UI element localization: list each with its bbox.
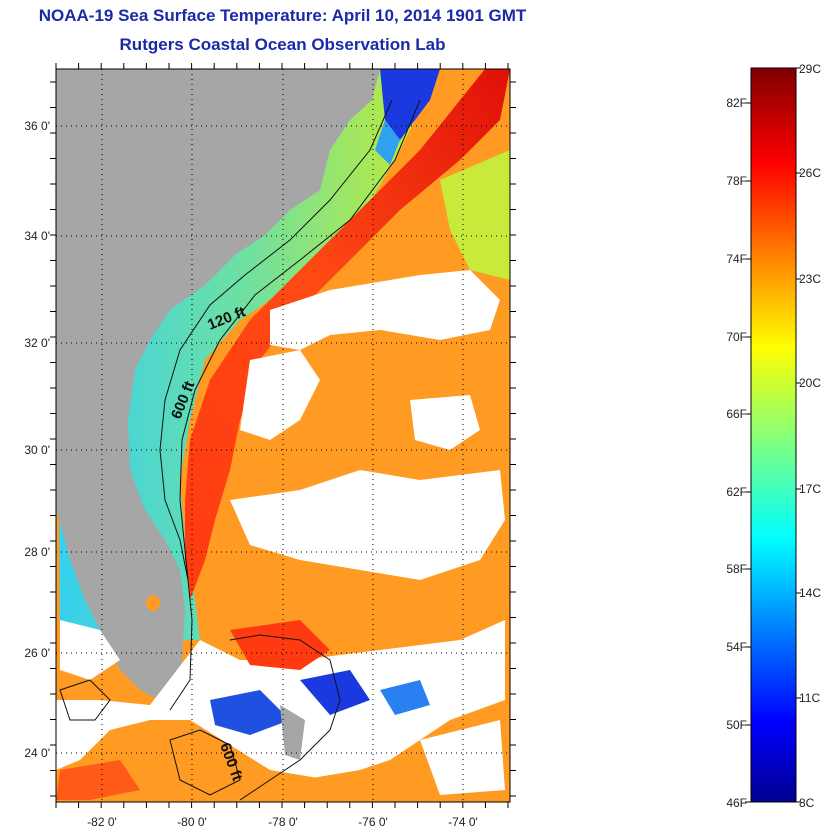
c-label-8: 8C	[799, 796, 815, 810]
cold-water-ne	[380, 69, 440, 140]
lat-label-28: 28 0'	[24, 545, 50, 559]
f-label-50: 50F	[726, 718, 747, 732]
frame-ticks	[50, 63, 516, 808]
lon-label-74: -74 0'	[448, 815, 478, 829]
f-label-66: 66F	[726, 407, 747, 421]
lon-label-76: -76 0'	[358, 815, 388, 829]
fahrenheit-labels: 82F 78F 74F 70F 66F 62F 58F 54F 50F 46F	[726, 96, 747, 810]
f-label-54: 54F	[726, 640, 747, 654]
lake	[146, 595, 160, 611]
lat-label-24: 24 0'	[24, 746, 50, 760]
lat-label-34: 34 0'	[24, 229, 50, 243]
c-label-20: 20C	[799, 376, 821, 390]
warm-patches	[56, 620, 390, 802]
f-label-82: 82F	[726, 96, 747, 110]
c-label-23: 23C	[799, 272, 821, 286]
land-mass	[56, 69, 380, 700]
f-label-46: 46F	[726, 796, 747, 810]
colorbar-gradient	[750, 67, 797, 803]
lat-label-36: 36 0'	[24, 119, 50, 133]
latitude-labels: 36 0' 34 0' 32 0' 30 0' 28 0' 26 0' 24 0…	[24, 119, 50, 760]
sst-map: 36 0' 34 0' 32 0' 30 0' 28 0' 26 0' 24 0…	[24, 63, 516, 829]
cold-patches	[210, 670, 430, 760]
map-frame	[55, 68, 511, 803]
f-label-78: 78F	[726, 174, 747, 188]
f-label-58: 58F	[726, 562, 747, 576]
c-label-26: 26C	[799, 166, 821, 180]
map-subtitle: Rutgers Coastal Ocean Observation Lab	[119, 35, 446, 54]
lat-label-30: 30 0'	[24, 443, 50, 457]
gulf-stream	[185, 69, 510, 600]
c-label-17: 17C	[799, 482, 821, 496]
f-label-74: 74F	[726, 252, 747, 266]
lat-label-26: 26 0'	[24, 646, 50, 660]
temperature-colorbar: 82F 78F 74F 70F 66F 62F 58F 54F 50F 46F …	[726, 62, 821, 810]
f-label-62: 62F	[726, 485, 747, 499]
c-label-14: 14C	[799, 586, 821, 600]
longitude-labels: -82 0' -80 0' -78 0' -76 0' -74 0'	[87, 815, 478, 829]
lon-label-82: -82 0'	[87, 815, 117, 829]
graticule	[56, 69, 510, 802]
c-label-29: 29C	[799, 62, 821, 76]
lon-label-78: -78 0'	[268, 815, 298, 829]
f-label-70: 70F	[726, 330, 747, 344]
lon-label-80: -80 0'	[177, 815, 207, 829]
offshore-cool-area	[440, 150, 510, 280]
c-label-11: 11C	[799, 691, 820, 705]
map-title: NOAA-19 Sea Surface Temperature: April 1…	[38, 6, 527, 25]
celsius-labels: 29C 26C 23C 20C 17C 14C 11C 8C	[799, 62, 821, 810]
lat-label-32: 32 0'	[24, 336, 50, 350]
